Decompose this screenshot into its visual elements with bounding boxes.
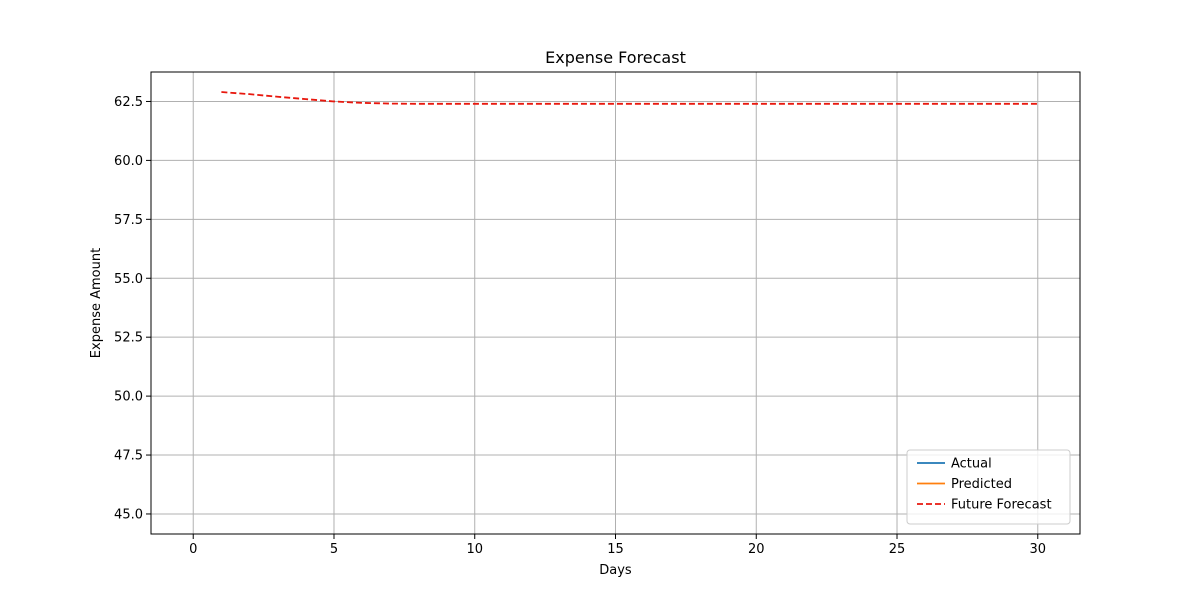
legend-items: Actual Predicted Future Forecast: [917, 457, 1052, 513]
x-tick-label: 5: [330, 542, 338, 557]
y-tick-label: 60.0: [114, 154, 143, 169]
ticks: 0 5 10 15 20 25 30 45.0 47.5 50.0 52.5 55.0 57.5 60.0…: [114, 95, 1046, 557]
legend: Actual Predicted Future Forecast: [906, 449, 1071, 525]
x-tick-label: 0: [189, 542, 197, 557]
y-tick-label: 62.5: [114, 95, 143, 110]
legend-label-predicted: Predicted: [951, 477, 1012, 492]
y-tick-label: 57.5: [114, 213, 143, 228]
legend-box: [906, 449, 1071, 525]
y-tick-label: 47.5: [114, 449, 143, 464]
x-tick-label: 30: [1029, 542, 1046, 557]
x-tick-label: 15: [607, 542, 624, 557]
x-tick-label: 10: [466, 542, 483, 557]
series-line-future-forecast: [221, 91, 1038, 105]
chart-title: Expense Forecast: [545, 48, 686, 67]
y-tick-label: 55.0: [114, 272, 143, 287]
legend-label-actual: Actual: [951, 457, 992, 472]
y-tick-label: 45.0: [114, 507, 143, 522]
series-layer: [221, 91, 1038, 105]
x-tick-label: 20: [748, 542, 765, 557]
x-tick-label: 25: [889, 542, 906, 557]
y-tick-label: 50.0: [114, 390, 143, 405]
y-axis-label: Expense Amount: [89, 248, 104, 358]
x-axis-label: Days: [599, 563, 632, 578]
grid: [151, 72, 1080, 534]
legend-label-future-forecast: Future Forecast: [951, 498, 1052, 513]
y-tick-label: 52.5: [114, 331, 143, 346]
